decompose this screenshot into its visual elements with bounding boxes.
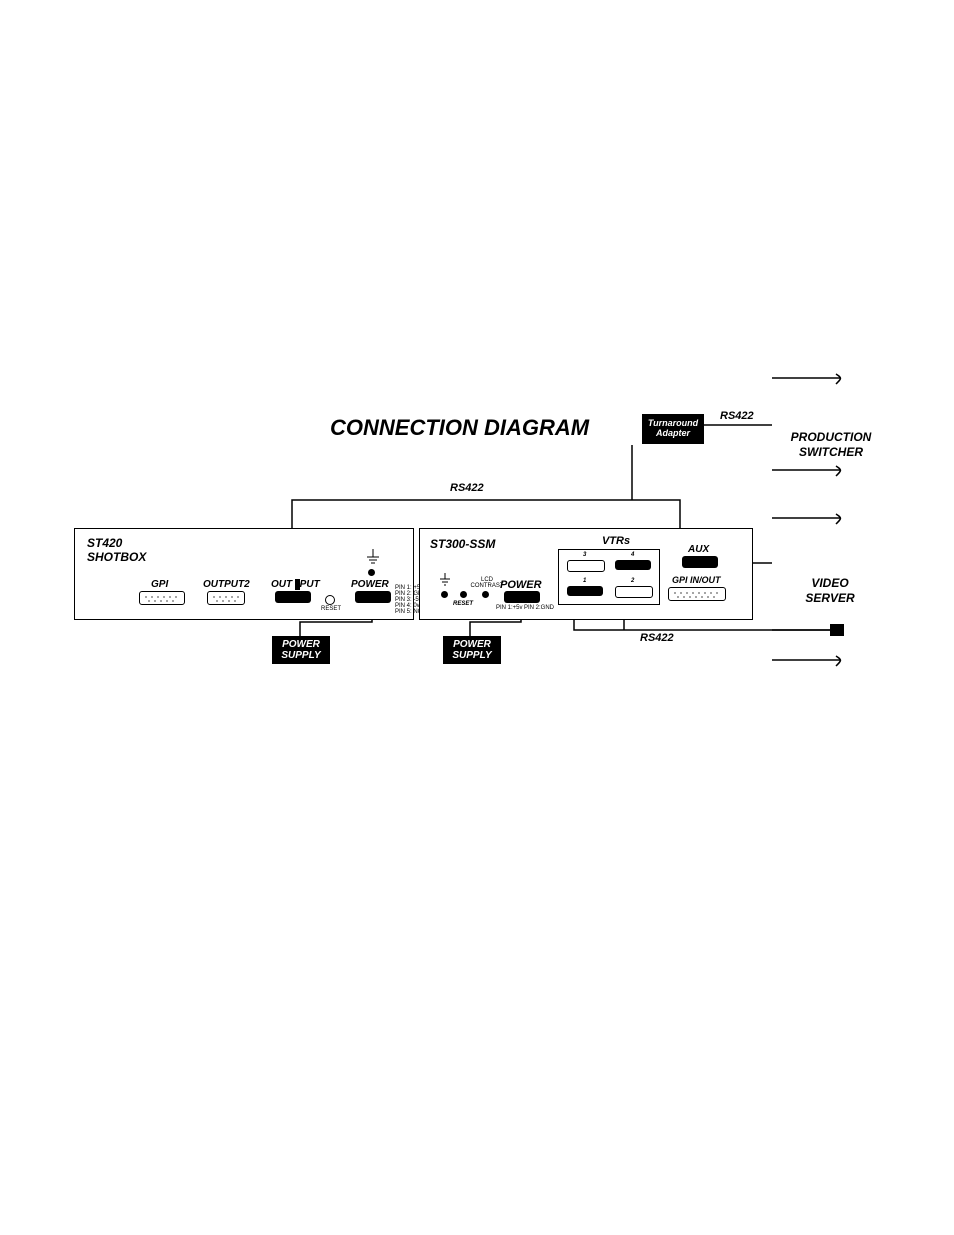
video-server-line1: VIDEO xyxy=(811,576,848,590)
vtr4-num: 4 xyxy=(631,552,634,558)
st300-power-label: POWER xyxy=(500,579,542,591)
vtr4-port xyxy=(615,560,651,570)
video-server-connector-stub xyxy=(830,624,844,636)
rs422-label-mid: RS422 xyxy=(450,482,484,494)
st300-contrast-dot xyxy=(482,591,489,598)
production-switcher-label: PRODUCTION SWITCHER xyxy=(776,430,886,460)
st420-output-label: OUT .PUT xyxy=(271,579,320,590)
ps-right-line1: POWER xyxy=(453,639,491,650)
st420-reset-icon xyxy=(325,595,335,605)
st300-box: ST300-SSM RESET LCD CONTRAST POWER PIN 1… xyxy=(419,528,753,620)
st420-name: ST420 SHOTBOX xyxy=(87,537,146,565)
st420-box: ST420 SHOTBOX GPI OUTPUT2 OUT .PUT RESET… xyxy=(74,528,414,620)
video-server-label: VIDEO SERVER xyxy=(790,576,870,606)
st300-reset-label: RESET xyxy=(453,601,473,607)
st420-output-label-1: OUT xyxy=(271,579,292,590)
ps-right-line2: SUPPLY xyxy=(452,650,491,661)
turnaround-line1: Turnaround xyxy=(648,418,698,428)
st300-vtrs-box: 3 4 1 2 xyxy=(558,549,660,605)
production-switcher-line1: PRODUCTION xyxy=(791,430,872,444)
st420-name-line1: ST420 xyxy=(87,536,122,550)
st300-contrast-label: LCD CONTRAST xyxy=(470,577,504,589)
power-supply-right: POWER SUPPLY xyxy=(443,636,501,664)
st300-name: ST300-SSM xyxy=(430,537,495,551)
vtr2-num: 2 xyxy=(631,578,634,584)
st420-ground-dot xyxy=(368,569,375,576)
rs422-label-bot: RS422 xyxy=(640,632,674,644)
st420-power-label: POWER xyxy=(351,579,389,590)
vtr1-port xyxy=(567,586,603,596)
st420-output2-port xyxy=(207,591,245,605)
st300-gpi-port xyxy=(668,587,726,601)
st300-power-port xyxy=(504,591,540,603)
st300-reset-dot xyxy=(460,591,467,598)
st300-aux-label: AUX xyxy=(688,544,709,555)
ps-left-line1: POWER xyxy=(282,639,320,650)
st420-output2-label: OUTPUT2 xyxy=(203,579,250,590)
st300-gpi-label: GPI IN/OUT xyxy=(672,575,721,585)
vtr3-port xyxy=(567,560,605,572)
vtr3-num: 3 xyxy=(583,552,586,558)
video-server-line2: SERVER xyxy=(805,591,854,605)
st420-reset-label: RESET xyxy=(321,606,341,612)
st300-ground-dot xyxy=(441,591,448,598)
diagram-stage: CONNECTION DIAGRAM Turnaround Adapter RS… xyxy=(0,0,954,1235)
turnaround-line2: Adapter xyxy=(656,428,690,438)
ps-left-line2: SUPPLY xyxy=(281,650,320,661)
turnaround-adapter-box: Turnaround Adapter xyxy=(642,414,704,444)
st300-vtrs-label: VTRs xyxy=(586,535,646,547)
st420-output-label-2: PUT xyxy=(300,579,320,590)
st420-gpi-port xyxy=(139,591,185,605)
st300-pin2: PIN 2:GND xyxy=(524,605,554,611)
power-supply-left: POWER SUPPLY xyxy=(272,636,330,664)
vtr1-num: 1 xyxy=(583,578,586,584)
rs422-label-top: RS422 xyxy=(720,410,754,422)
production-switcher-line2: SWITCHER xyxy=(799,445,863,459)
st420-gpi-label: GPI xyxy=(151,579,168,590)
st420-power-port xyxy=(355,591,391,603)
st420-output-port xyxy=(275,591,311,603)
diagram-title: CONNECTION DIAGRAM xyxy=(330,415,589,441)
st420-name-line2: SHOTBOX xyxy=(87,550,146,564)
st300-pin1: PIN 1:+5v xyxy=(496,605,523,611)
st300-aux-port xyxy=(682,556,718,568)
vtr2-port xyxy=(615,586,653,598)
